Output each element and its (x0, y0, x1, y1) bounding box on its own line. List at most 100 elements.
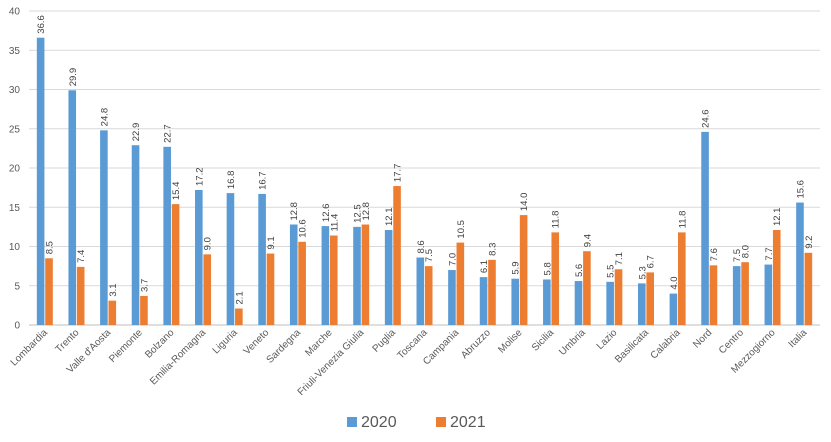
bar-2021 (235, 308, 243, 325)
bar-2020 (68, 90, 77, 325)
data-label-2021: 11.4 (329, 214, 340, 232)
data-label-2020: 22.7 (163, 124, 174, 143)
category-label: Italia (787, 327, 810, 350)
data-label-2020: 16.8 (226, 171, 237, 190)
bar-2021 (772, 230, 781, 325)
category-label: Trento (54, 327, 82, 355)
data-label-2021: 3.1 (108, 283, 119, 296)
data-label-2020: 15.6 (795, 180, 806, 199)
bar-2021 (614, 269, 623, 325)
bar-2020 (226, 193, 235, 325)
bar-2021 (298, 241, 306, 325)
bar-2021 (551, 232, 560, 325)
y-tick-label: 30 (9, 85, 21, 96)
data-label-2021: 9.4 (582, 234, 593, 247)
data-label-2021: 15.4 (171, 182, 182, 201)
data-label-2021: 9.0 (203, 237, 214, 250)
bar-2021 (424, 266, 433, 325)
bar-2020 (764, 264, 773, 325)
data-labels: 36.6 8.5 29.9 7.4 24.8 3.1 22.9 3.7 22.7 15.4 17.2… (36, 15, 815, 304)
data-label-2020: 7.5 (732, 249, 743, 262)
bar-2020 (36, 37, 45, 325)
bar-2020 (195, 189, 203, 325)
data-label-2021: 8.3 (487, 243, 498, 256)
category-label: Piemonte (107, 327, 145, 365)
y-tick-label: 0 (14, 321, 20, 332)
bar-2020 (543, 279, 551, 325)
legend-swatch-2020 (347, 417, 357, 427)
bar-2021 (45, 258, 53, 325)
legend: 2020 2021 (347, 414, 486, 431)
category-label: Sardegna (265, 327, 304, 366)
bar-2020 (479, 277, 488, 325)
data-label-2020: 5.5 (606, 265, 617, 278)
category-label: Centro (717, 327, 746, 356)
legend-label-2020: 2020 (361, 414, 397, 431)
bar-2020 (669, 293, 678, 325)
category-label: Molise (496, 327, 525, 356)
bar-2021 (678, 232, 686, 325)
legend-swatch-2021 (436, 417, 446, 427)
data-label-2020: 12.8 (289, 202, 300, 221)
data-label-2021: 9.1 (266, 236, 277, 249)
bar-2020 (384, 230, 393, 325)
data-label-2020: 24.6 (701, 109, 712, 128)
data-label-2021: 6.7 (646, 255, 657, 268)
y-tick-label: 5 (14, 281, 20, 292)
bar-2021 (741, 262, 749, 325)
bar-2021 (108, 300, 117, 325)
data-label-2020: 12.5 (353, 204, 364, 223)
bar-2020 (448, 270, 456, 325)
data-label-2020: 24.8 (99, 108, 110, 127)
data-label-2021: 12.8 (361, 202, 372, 221)
data-label-2020: 6.1 (479, 260, 490, 273)
bar-2020 (289, 224, 298, 325)
data-label-2020: 7.7 (764, 247, 775, 260)
bar-2021 (456, 242, 465, 325)
bar-2020 (258, 193, 266, 325)
data-label-2020: 5.3 (637, 266, 648, 279)
bars (36, 37, 813, 325)
data-label-2020: 5.6 (574, 264, 585, 277)
bar-2021 (519, 215, 528, 325)
bar-2020 (574, 281, 583, 325)
category-label: Abruzzo (459, 327, 493, 361)
category-label: Umbria (557, 327, 588, 358)
bar-2021 (361, 224, 370, 325)
data-label-2021: 11.8 (551, 211, 562, 229)
bar-2021 (583, 251, 591, 325)
data-label-2020: 29.9 (68, 68, 79, 87)
category-label: Marche (303, 327, 335, 359)
y-tick-label: 20 (9, 164, 21, 175)
category-label: Nord (691, 327, 714, 350)
data-label-2021: 8.0 (741, 245, 752, 258)
bar-2021 (266, 253, 275, 325)
bar-2021 (203, 254, 212, 325)
data-label-2021: 7.1 (614, 252, 625, 265)
y-tick-label: 40 (9, 7, 21, 18)
data-label-2021: 7.5 (424, 249, 435, 262)
bar-2020 (100, 130, 108, 325)
data-label-2020: 12.6 (321, 204, 332, 223)
data-label-2021: 11.8 (677, 211, 688, 229)
bar-2020 (353, 226, 361, 325)
gridlines (29, 10, 820, 326)
data-label-2020: 36.6 (36, 15, 47, 34)
bar-2020 (732, 266, 741, 325)
category-label: Emilia-Romagna (148, 327, 208, 387)
legend-label-2021: 2021 (450, 414, 486, 431)
bar-2020 (606, 281, 614, 325)
data-label-2021: 2.1 (234, 291, 245, 304)
data-label-2021: 17.7 (393, 164, 404, 183)
bar-2021 (393, 186, 401, 325)
bar-2021 (646, 272, 654, 325)
y-axis-tick-labels: 0 5 10 15 20 25 30 35 40 (9, 7, 21, 332)
data-label-2021: 9.2 (804, 236, 815, 249)
category-label: Puglia (371, 327, 399, 355)
category-label: Calabria (649, 327, 683, 361)
data-label-2021: 10.6 (298, 219, 309, 238)
data-label-2020: 5.8 (542, 262, 553, 275)
data-label-2021: 10.5 (456, 220, 467, 239)
